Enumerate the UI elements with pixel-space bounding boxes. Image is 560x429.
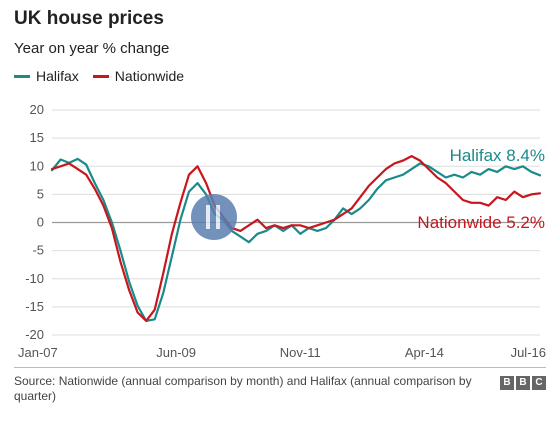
legend-label-halifax: Halifax [36,68,79,84]
x-tick-label: Jun-09 [156,345,196,360]
series-line-halifax [50,157,542,322]
x-tick-label: Apr-14 [405,345,444,360]
bbc-logo-letter: C [532,376,546,390]
legend-item-halifax: Halifax [14,68,79,84]
chart-title: UK house prices [14,8,164,29]
legend: Halifax Nationwide [14,68,184,84]
watermark-logo-icon [191,194,237,240]
end-label-nationwide: Nationwide 5.2% [417,213,545,232]
y-tick-label: 10 [30,158,44,173]
bbc-logo-letter: B [500,376,514,390]
series-line-nationwide [50,155,542,322]
y-tick-label: 15 [30,130,44,145]
bbc-logo: B B C [500,376,546,390]
footer-divider [14,367,546,368]
x-tick-label: Jan-07 [18,345,58,360]
y-tick-label: 20 [30,102,44,117]
legend-item-nationwide: Nationwide [92,68,185,84]
y-tick-label: -15 [25,299,44,314]
legend-swatch-nationwide [92,74,109,78]
legend-label-nationwide: Nationwide [114,68,185,84]
x-tick-label: Nov-11 [280,345,321,360]
y-tick-label: -5 [32,243,44,258]
end-label-halifax: Halifax 8.4% [450,146,545,165]
legend-swatch-halifax [14,74,30,78]
y-tick-label: -10 [25,271,44,286]
chart-subtitle: Year on year % change [14,40,170,57]
x-tick-label: Jul-16 [511,345,546,360]
y-tick-label: -20 [25,327,44,342]
y-tick-label: 0 [37,215,44,230]
y-tick-label: 5 [37,186,44,201]
bbc-logo-letter: B [516,376,530,390]
source-note: Source: Nationwide (annual comparison by… [14,374,472,403]
